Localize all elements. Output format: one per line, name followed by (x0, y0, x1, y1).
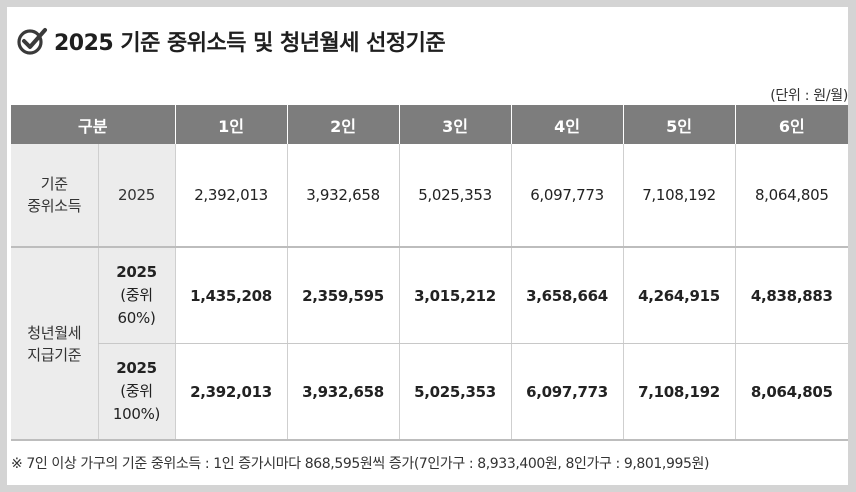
header-1person: 1인 (174, 105, 288, 144)
table-cell: 4,838,883 (734, 247, 849, 344)
sub-year-2025: 2025 (97, 144, 176, 248)
header-category: 구분 (11, 105, 176, 144)
table-cell: 8,064,805 (734, 144, 849, 248)
table-cell: 2,392,013 (174, 144, 288, 248)
table-cell: 3,932,658 (286, 144, 400, 248)
category-youth-rent: 청년월세 지급기준 (11, 247, 98, 441)
title-row: 2025 기준 중위소득 및 청년월세 선정기준 (16, 21, 446, 61)
header-4person: 4인 (510, 105, 624, 144)
table-cell: 1,435,208 (174, 247, 288, 344)
table-cell: 3,015,212 (398, 247, 512, 344)
table-cell: 5,025,353 (398, 343, 512, 441)
table-cell: 6,097,773 (510, 144, 624, 248)
table-row-rent-60: 청년월세 지급기준 2025 (중위 60%) 1,435,208 2,359,… (11, 247, 849, 441)
table-cell: 4,264,915 (622, 247, 736, 344)
footnote: ※ 7인 이상 가구의 기준 중위소득 : 1인 증가시마다 868,595원씩… (11, 456, 710, 472)
table-row-rent-100: 2025 (중위 100%) 2,392,013 3,932,658 5,025… (11, 343, 849, 441)
table-cell: 8,064,805 (734, 343, 849, 441)
table-cell: 2,392,013 (174, 343, 288, 441)
category-median-income: 기준 중위소득 (11, 144, 98, 248)
header-6person: 6인 (734, 105, 849, 144)
content-panel: 2025 기준 중위소득 및 청년월세 선정기준 (단위 : 원/월) 구분 1… (7, 7, 848, 485)
page-title: 2025 기준 중위소득 및 청년월세 선정기준 (54, 31, 446, 56)
unit-label: (단위 : 원/월) (770, 88, 848, 104)
header-5person: 5인 (622, 105, 736, 144)
check-circle-icon (17, 28, 47, 55)
table-cell: 2,359,595 (286, 247, 400, 344)
sub-median-60: 2025 (중위 60%) (97, 247, 176, 344)
table-row-median-income: 기준 중위소득 2025 2,392,013 3,932,658 5,025,3… (11, 144, 849, 248)
table-cell: 6,097,773 (510, 343, 624, 441)
table-cell: 7,108,192 (622, 144, 736, 248)
table-header-row: 구분 1인 2인 3인 4인 5인 6인 (11, 105, 849, 144)
table-cell: 7,108,192 (622, 343, 736, 441)
header-2person: 2인 (286, 105, 400, 144)
table-cell: 3,658,664 (510, 247, 624, 344)
income-table: 구분 1인 2인 3인 4인 5인 6인 기준 중위소득 2025 2,392,… (11, 105, 849, 441)
table-cell: 3,932,658 (286, 343, 400, 441)
sub-median-100: 2025 (중위 100%) (97, 343, 176, 441)
header-3person: 3인 (398, 105, 512, 144)
table-cell: 5,025,353 (398, 144, 512, 248)
